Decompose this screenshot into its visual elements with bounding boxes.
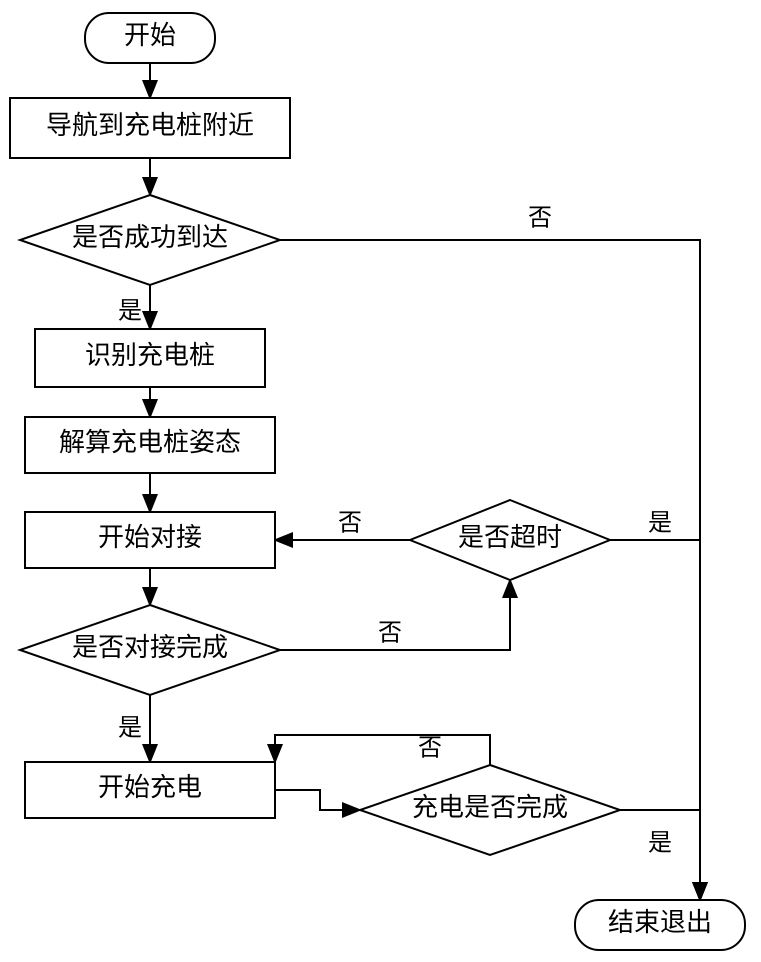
node-label-arrived: 是否成功到达 bbox=[72, 223, 228, 252]
node-label-timeout: 是否超时 bbox=[458, 523, 562, 552]
edge-label-chargedone-charge: 否 bbox=[418, 736, 442, 762]
edge-label-chargedone-end: 是 bbox=[648, 831, 672, 857]
edge-label-docked-charge: 是 bbox=[118, 716, 142, 742]
node-docked: 是否对接完成 bbox=[20, 605, 280, 695]
node-nav: 导航到充电桩附近 bbox=[10, 98, 290, 158]
edge-label-timeout-end: 是 bbox=[648, 511, 672, 537]
edge-label-docked-timeout: 否 bbox=[378, 621, 402, 647]
node-label-solvepose: 解算充电桩姿态 bbox=[59, 428, 241, 457]
node-chargedone: 充电是否完成 bbox=[360, 765, 620, 855]
node-timeout: 是否超时 bbox=[410, 500, 610, 580]
node-charge: 开始充电 bbox=[25, 762, 275, 818]
node-start: 开始 bbox=[85, 13, 215, 63]
node-label-nav: 导航到充电桩附近 bbox=[46, 111, 254, 140]
node-end: 结束退出 bbox=[575, 900, 745, 950]
edge-label-timeout-dock: 否 bbox=[338, 511, 362, 537]
node-solvepose: 解算充电桩姿态 bbox=[25, 417, 275, 473]
edge-chargedone-charge bbox=[275, 735, 490, 765]
node-label-docked: 是否对接完成 bbox=[72, 633, 228, 662]
flowchart-diagram: 开始导航到充电桩附近是否成功到达识别充电桩解算充电桩姿态开始对接 是否超时是否对接… bbox=[0, 0, 761, 962]
node-dock: 开始对接 bbox=[25, 512, 275, 568]
node-label-recognize: 识别充电桩 bbox=[85, 341, 215, 370]
node-label-dock: 开始对接 bbox=[98, 523, 202, 552]
node-recognize: 识别充电桩 bbox=[35, 329, 265, 387]
node-arrived: 是否成功到达 bbox=[20, 195, 280, 285]
edge-charge-chargedone bbox=[275, 790, 360, 810]
node-label-end: 结束退出 bbox=[608, 908, 712, 937]
node-label-start: 开始 bbox=[124, 21, 176, 50]
edge-label-arrived-recognize: 是 bbox=[118, 299, 142, 325]
node-label-charge: 开始充电 bbox=[98, 773, 202, 802]
edge-label-arrived-end: 否 bbox=[528, 206, 552, 232]
node-label-chargedone: 充电是否完成 bbox=[412, 793, 568, 822]
